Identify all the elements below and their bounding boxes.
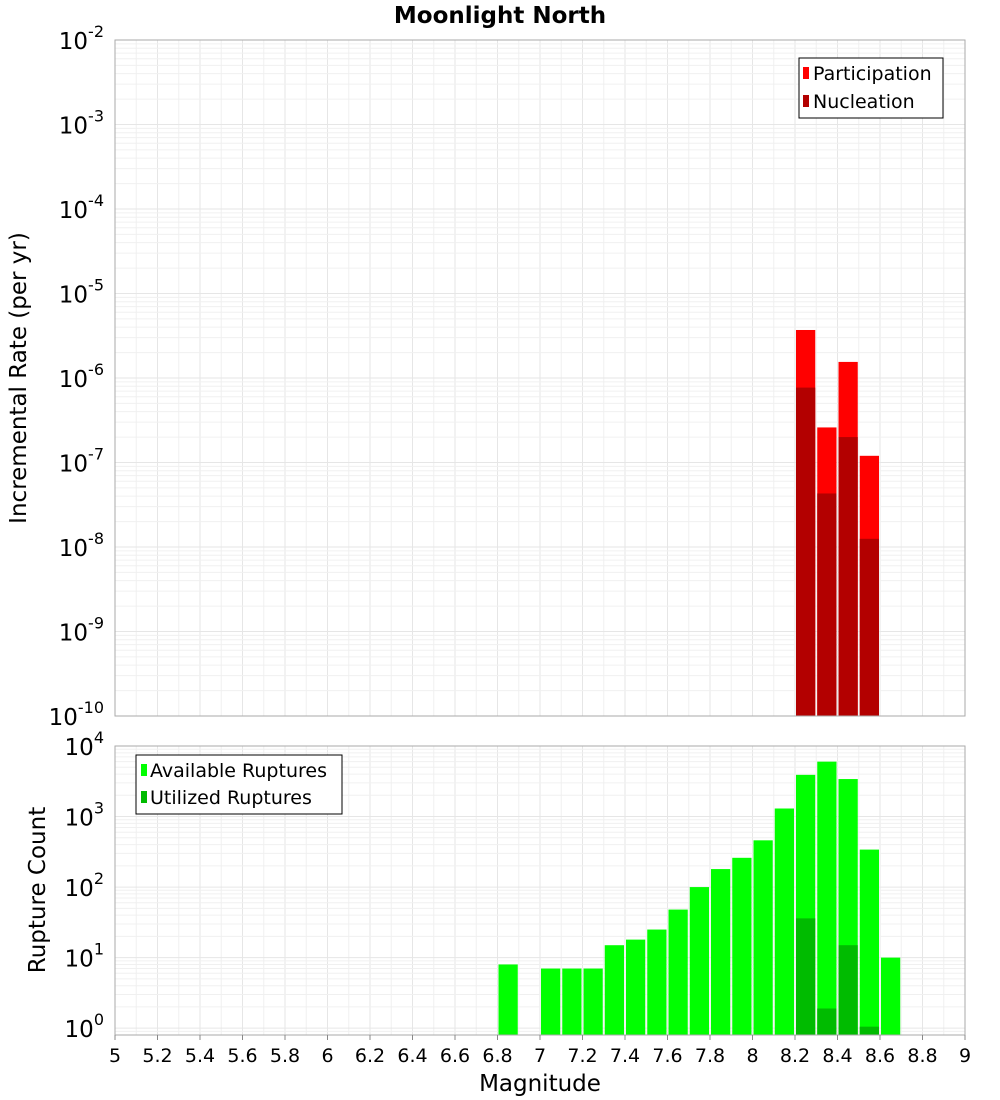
- x-tick-label: 7.4: [610, 1045, 640, 1067]
- rate-y-ticks: 10-10 10-9 10-8 10-7 10-6 10-5 10-4 10-3 10-2: [49, 22, 104, 731]
- rate-bar-series-1: [859, 538, 879, 716]
- count-y-tick-label: 103: [65, 799, 104, 832]
- count-bar-series-0: [732, 857, 752, 1035]
- legend-swatch-available: [141, 764, 147, 776]
- rate-y-tick-label: 10-6: [59, 360, 104, 393]
- chart-title: Moonlight North: [394, 3, 606, 29]
- x-tick-label: 7.6: [652, 1045, 682, 1067]
- legend-label-participation: Participation: [813, 63, 932, 85]
- x-tick-label: 9: [959, 1045, 971, 1067]
- x-tick-label: 6.8: [482, 1045, 512, 1067]
- rate-bar-series-1: [817, 493, 837, 716]
- legend-label-available: Available Ruptures: [150, 760, 327, 782]
- x-tick-label: 8.8: [907, 1045, 937, 1067]
- count-legend: Available Ruptures Utilized Ruptures: [135, 754, 343, 815]
- count-bar-series-0: [774, 808, 794, 1035]
- x-tick-label: 8.4: [822, 1045, 852, 1067]
- x-tick-label: 6.2: [355, 1045, 385, 1067]
- rate-legend: Participation Nucleation: [798, 57, 944, 119]
- x-tick-label: 7.8: [695, 1045, 725, 1067]
- rate-y-tick-label: 10-3: [59, 107, 104, 140]
- rate-y-tick-label: 10-4: [59, 191, 104, 224]
- x-tick-label: 5.6: [227, 1045, 257, 1067]
- legend-swatch-participation: [803, 67, 809, 79]
- count-y-tick-label: 104: [65, 728, 104, 761]
- legend-label-utilized: Utilized Ruptures: [150, 787, 312, 809]
- x-tick-label: 8: [746, 1045, 758, 1067]
- legend-swatch-nucleation: [803, 95, 809, 107]
- count-bar-series-0: [647, 929, 667, 1035]
- count-bar-series-0: [498, 964, 518, 1035]
- rate-plot-frame: [114, 39, 966, 717]
- count-bar-series-0: [817, 761, 837, 1035]
- count-legend-box: [135, 754, 343, 815]
- x-tick-label: 5.4: [185, 1045, 215, 1067]
- count-y-ticks: 100 101 102 103 104: [65, 728, 104, 1043]
- rate-bar-series-1: [838, 437, 858, 716]
- count-y-tick-label: 101: [65, 940, 104, 973]
- x-tick-label: 6.4: [397, 1045, 427, 1067]
- count-bar-series-1: [838, 945, 858, 1035]
- rate-bars: [796, 329, 879, 716]
- count-bar-series-0: [753, 840, 773, 1035]
- count-bar-series-0: [881, 957, 901, 1035]
- legend-label-nucleation: Nucleation: [813, 91, 915, 113]
- x-tick-label: 6: [321, 1045, 333, 1067]
- rate-bar-series-1: [796, 387, 816, 716]
- count-bar-series-0: [689, 887, 709, 1035]
- count-bar-series-1: [859, 1026, 879, 1035]
- rate-legend-box: [798, 57, 944, 119]
- count-bar-series-0: [711, 869, 731, 1035]
- x-tick-label: 7.2: [567, 1045, 597, 1067]
- rate-y-axis-label: Incremental Rate (per yr): [6, 232, 32, 524]
- count-bars: [498, 761, 901, 1035]
- count-bar-series-0: [562, 968, 582, 1035]
- count-bar-series-0: [859, 849, 879, 1035]
- magnitude-x-ticks: 5 5.2 5.4 5.6 5.8 6 6.2 6.4 6.6 6.8 7 7.2 7.4 7.6 7.8 8…: [109, 1035, 971, 1067]
- count-bar-series-1: [817, 1008, 837, 1035]
- rate-y-tick-label: 10-2: [59, 22, 104, 55]
- x-tick-label: 8.6: [865, 1045, 895, 1067]
- count-y-tick-label: 100: [65, 1010, 104, 1043]
- count-panel: 100 101 102 103 104 5 5.2 5.4 5.6 5.8 6 6.2 6.4 6.6 6…: [25, 728, 971, 1097]
- count-bar-series-1: [796, 918, 816, 1035]
- rate-y-tick-label: 10-10: [49, 698, 104, 731]
- x-tick-label: 6.6: [440, 1045, 470, 1067]
- count-bar-series-0: [668, 909, 688, 1035]
- x-tick-label: 8.2: [780, 1045, 810, 1067]
- x-tick-label: 5: [109, 1045, 121, 1067]
- rate-y-tick-label: 10-5: [59, 276, 104, 309]
- count-bar-series-0: [626, 939, 646, 1035]
- count-bar-series-0: [583, 968, 603, 1035]
- rate-panel: 10-10 10-9 10-8 10-7 10-6 10-5 10-4 10-3 10-2 In…: [6, 22, 966, 731]
- legend-swatch-utilized: [141, 791, 147, 803]
- magnitude-x-axis-label: Magnitude: [479, 1071, 601, 1097]
- rate-y-tick-label: 10-8: [59, 529, 104, 562]
- count-bar-series-0: [541, 968, 561, 1035]
- rate-y-tick-label: 10-7: [59, 445, 104, 478]
- x-tick-label: 5.8: [270, 1045, 300, 1067]
- count-y-axis-label: Rupture Count: [25, 807, 51, 973]
- rate-y-tick-label: 10-9: [59, 614, 104, 647]
- x-tick-label: 7: [534, 1045, 546, 1067]
- count-y-tick-label: 102: [65, 869, 104, 902]
- rate-gridlines: [114, 40, 966, 717]
- count-bar-series-0: [604, 945, 624, 1035]
- x-tick-label: 5.2: [142, 1045, 172, 1067]
